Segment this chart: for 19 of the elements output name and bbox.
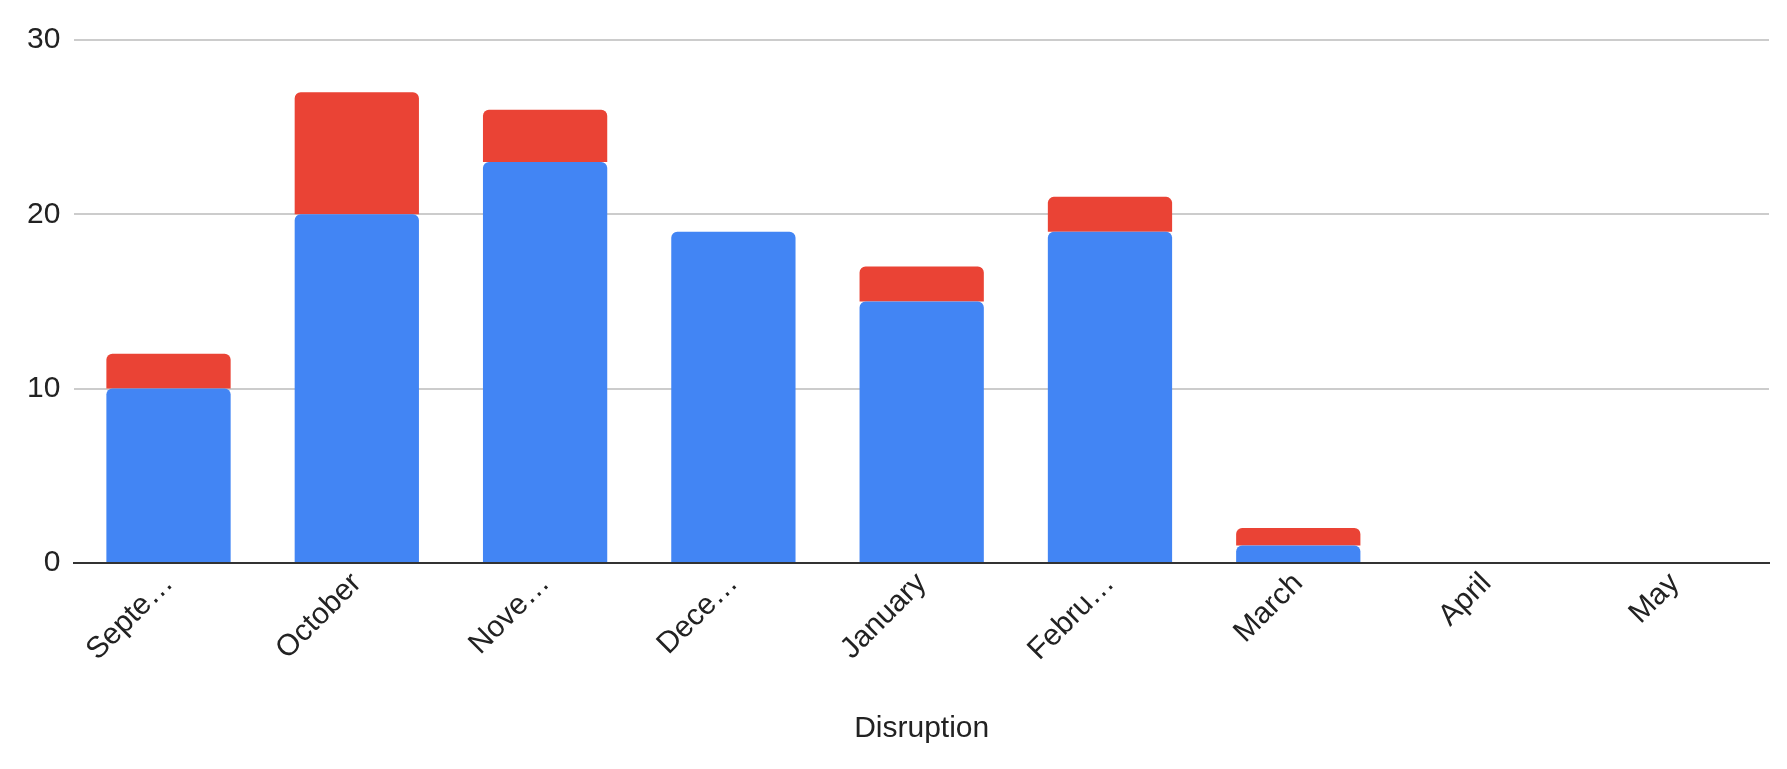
bar — [1236, 528, 1361, 546]
y-tick-label: 10 — [26, 369, 61, 403]
bar — [859, 266, 984, 302]
bar — [671, 231, 796, 562]
y-tick-label: 30 — [26, 21, 61, 55]
bar — [1236, 545, 1361, 562]
bar — [294, 214, 419, 562]
bar — [859, 301, 984, 562]
bar — [1047, 196, 1173, 232]
bar — [294, 92, 419, 215]
bar — [482, 109, 608, 163]
bar — [106, 353, 231, 389]
y-tick-label: 20 — [26, 195, 61, 229]
x-axis-title: Disruption — [854, 710, 990, 744]
bar — [482, 162, 608, 562]
y-tick-label: 0 — [43, 544, 61, 578]
bar — [1047, 231, 1173, 562]
x-tick-label: May — [1621, 565, 1685, 629]
bar — [106, 388, 231, 562]
